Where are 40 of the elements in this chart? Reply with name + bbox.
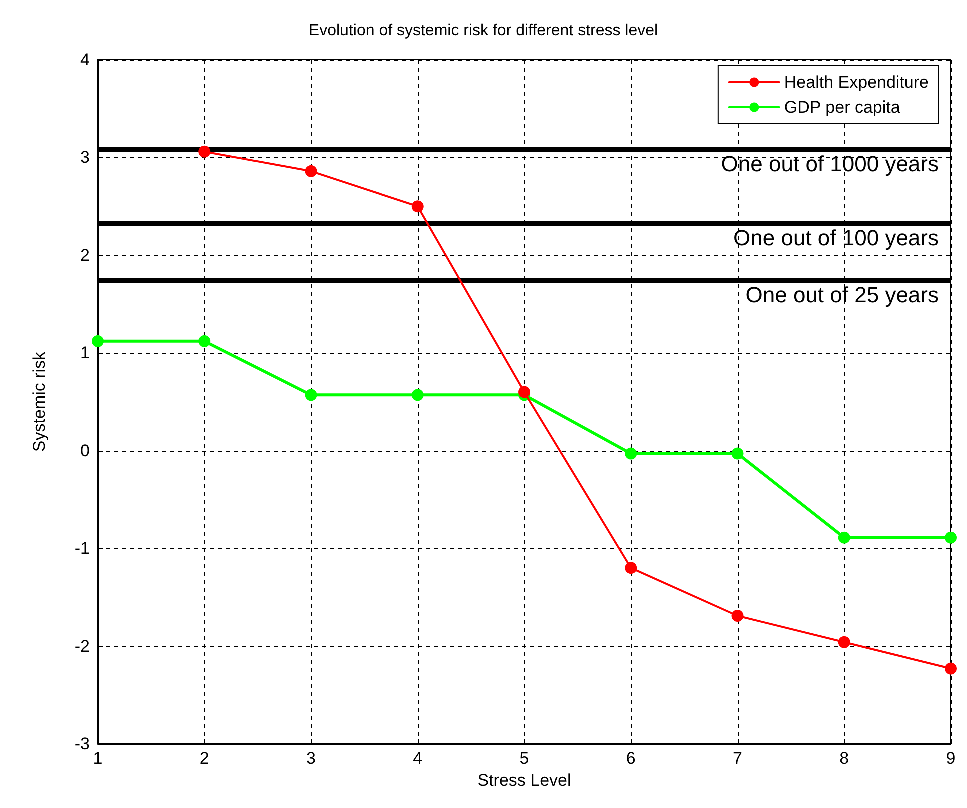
point xyxy=(198,335,211,348)
point xyxy=(838,532,850,544)
point xyxy=(305,165,318,178)
ref-line-label: One out of 100 years xyxy=(734,226,939,251)
x-tick-label: 3 xyxy=(306,749,316,768)
point xyxy=(732,448,744,460)
ref-line-label: One out of 25 years xyxy=(746,282,939,308)
point xyxy=(838,636,850,648)
y-tick-label: -2 xyxy=(74,636,90,656)
x-tick-label: 9 xyxy=(946,749,956,768)
x-tick-label: 5 xyxy=(520,749,530,768)
chart-title: Evolution of systemic risk for different stress level xyxy=(308,22,658,40)
x-tick-label: 1 xyxy=(93,749,103,768)
point xyxy=(518,386,530,398)
y-tick-label: 4 xyxy=(80,50,90,70)
y-tick-label: -1 xyxy=(74,539,90,558)
point xyxy=(198,146,211,158)
x-axis-title: Stress Level xyxy=(478,770,572,790)
y-tick-label: -3 xyxy=(74,734,90,754)
y-axis-title: Systemic risk xyxy=(30,351,49,452)
x-tick-label: 2 xyxy=(200,749,210,768)
point xyxy=(412,200,424,213)
x-tick-label: 7 xyxy=(733,749,742,768)
point xyxy=(92,335,104,348)
point xyxy=(732,610,744,622)
x-tick-label: 6 xyxy=(626,749,636,768)
point xyxy=(412,389,424,402)
y-tick-label: 1 xyxy=(80,344,90,363)
y-tick-label: 3 xyxy=(80,148,90,168)
point xyxy=(945,532,957,544)
point xyxy=(305,389,318,402)
y-tick-label: 0 xyxy=(80,441,90,460)
legend-label: GDP per capita xyxy=(784,98,901,117)
y-tick-label: 2 xyxy=(80,246,90,265)
point xyxy=(625,448,638,460)
legend-label: Health Expenditure xyxy=(784,73,929,92)
x-tick-label: 8 xyxy=(840,749,850,768)
point xyxy=(625,562,638,574)
x-tick-label: 4 xyxy=(413,749,423,768)
point xyxy=(945,662,957,675)
